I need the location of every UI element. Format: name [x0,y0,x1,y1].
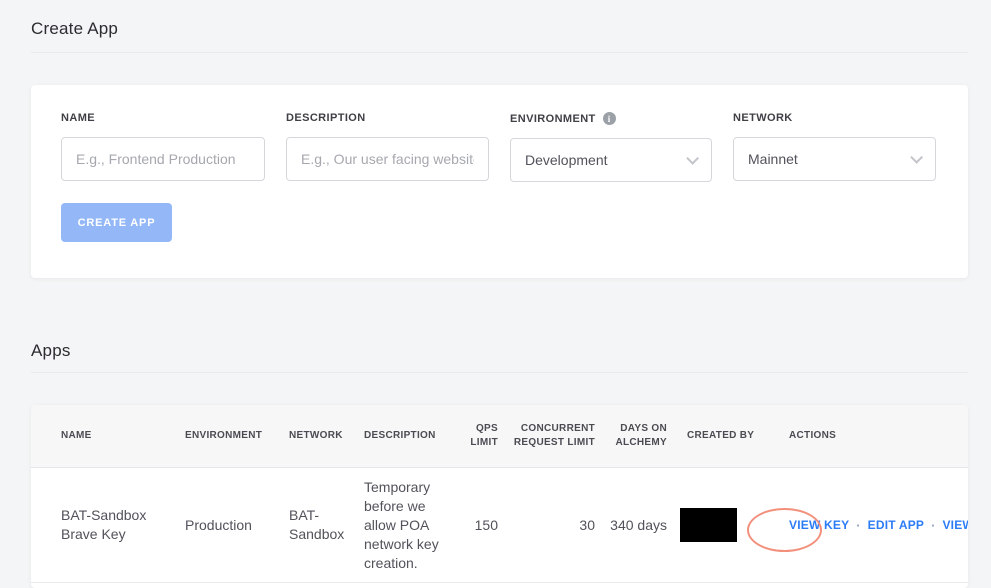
divider [31,372,968,373]
column-header-network: NETWORK [289,429,343,441]
cell-concurrent-request-limit: 30 [579,516,595,533]
description-input[interactable] [286,137,489,181]
divider [31,52,968,53]
create-app-button[interactable]: CREATE APP [61,203,172,242]
cell-network: BAT-Sandbox [289,507,345,542]
column-header-name: NAME [61,429,92,441]
redacted-created-by-box [680,508,737,542]
column-header-actions: ACTIONS [789,429,837,441]
table-header-row: NAME ENVIRONMENT NETWORK DESCRIPTION QPS… [31,405,968,468]
action-separator-dot: · [931,517,936,533]
environment-label-text: ENVIRONMENT [510,112,596,125]
cell-name: BAT-Sandbox Brave Key [61,507,147,542]
column-header-created-by: CREATED BY [687,429,755,441]
create-app-card: NAME DESCRIPTION ENVIRONMENT i Developme… [31,85,968,278]
environment-field-group: ENVIRONMENT i Development [510,112,712,182]
table-row: BAT-Sandbox Brave Key Production BAT-San… [31,468,968,583]
cell-actions: VIEW KEY · EDIT APP · VIEW DETAILS [758,516,968,535]
info-icon[interactable]: i [602,112,616,125]
environment-label: ENVIRONMENT i [510,112,712,125]
column-header-qps-limit: QPS LIMIT [470,422,498,449]
network-select[interactable]: Mainnet [733,137,936,181]
chevron-down-icon [686,151,699,165]
edit-app-link[interactable]: EDIT APP [867,517,925,532]
create-app-title: Create App [31,19,119,38]
description-field-group: DESCRIPTION [286,112,489,182]
apps-title: Apps [31,341,71,360]
view-details-link[interactable]: VIEW DETAILS [942,517,968,532]
column-header-description: DESCRIPTION [364,429,436,441]
column-header-days-on-alchemy: DAYS ON ALCHEMY [615,422,667,449]
column-header-environment: ENVIRONMENT [185,429,263,441]
create-app-fields: NAME DESCRIPTION ENVIRONMENT i Developme… [61,112,938,182]
network-field-group: NETWORK Mainnet [733,112,936,182]
cell-qps-limit: 150 [474,516,498,533]
view-key-link[interactable]: VIEW KEY [789,517,850,532]
name-input[interactable] [61,137,265,181]
chevron-down-icon [910,150,923,164]
description-label: DESCRIPTION [286,112,366,124]
network-selected-value: Mainnet [748,151,798,167]
name-label: NAME [61,112,95,124]
environment-select[interactable]: Development [510,138,712,182]
apps-table-card: NAME ENVIRONMENT NETWORK DESCRIPTION QPS… [31,405,968,588]
environment-selected-value: Development [525,152,608,168]
cell-created-by [667,508,758,542]
name-field-group: NAME [61,112,265,182]
action-separator-dot: · [856,517,861,533]
cell-description: Temporary before we allow POA network ke… [364,478,439,571]
cell-environment: Production [185,516,252,533]
cell-days-on-alchemy: 340 days [610,516,667,533]
column-header-concurrent-request-limit: CONCURRENT REQUEST LIMIT [513,422,595,449]
network-label: NETWORK [733,112,793,124]
